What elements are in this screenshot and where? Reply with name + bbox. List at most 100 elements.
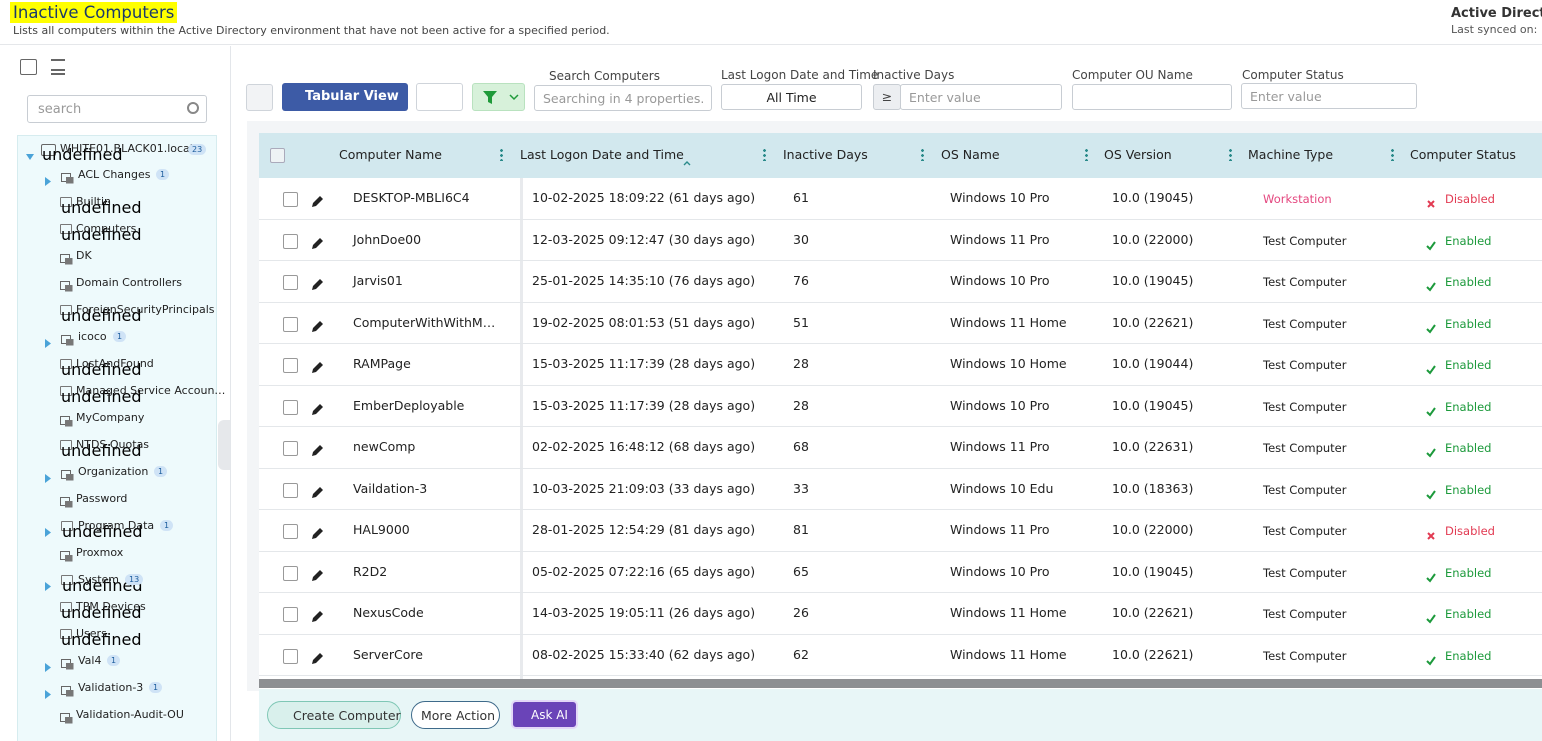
create-button[interactable]: Create Computer bbox=[267, 701, 401, 729]
ou-icon bbox=[60, 547, 73, 562]
row-checkbox[interactable] bbox=[283, 482, 298, 498]
more-action-button[interactable]: More Action bbox=[411, 701, 500, 729]
tree-node[interactable]: MyCompany bbox=[76, 411, 145, 424]
status-select[interactable]: Enter value bbox=[1241, 83, 1417, 109]
expand-arrow bbox=[44, 333, 52, 348]
row-checkbox[interactable] bbox=[283, 399, 298, 415]
column-header[interactable]: OS Name bbox=[941, 147, 1000, 162]
column-header[interactable]: Machine Type bbox=[1248, 147, 1334, 162]
folder-icon: undefined bbox=[60, 305, 142, 325]
logon-select[interactable]: All Time bbox=[721, 84, 862, 110]
tree-node[interactable]: ForeignSecurityPrincipals bbox=[76, 303, 215, 316]
tree-node[interactable]: Validation-Audit-OU bbox=[76, 708, 184, 721]
tree-node[interactable]: Val4 bbox=[78, 654, 102, 667]
tree-node[interactable]: Builtin bbox=[76, 195, 111, 208]
cell: Windows 10 Edu bbox=[950, 480, 1054, 496]
edit-button bbox=[311, 442, 324, 456]
tree-node[interactable]: ACL Changes bbox=[78, 168, 151, 181]
cell: 19-02-2025 08:01:53 (51 days ago) bbox=[532, 314, 756, 330]
tree-node[interactable]: System bbox=[78, 573, 120, 586]
page-header: Inactive Computers Lists all computers w… bbox=[0, 0, 1542, 45]
cell: 05-02-2025 07:22:16 (65 days ago) bbox=[532, 563, 756, 579]
cell: Test Computer bbox=[1263, 316, 1347, 331]
domain-title: Active Director bbox=[1451, 6, 1542, 21]
expand-arrow bbox=[44, 576, 52, 591]
tree-node[interactable]: LostAndFound bbox=[76, 357, 154, 370]
folder-icon: undefined bbox=[60, 440, 142, 460]
copy-icon[interactable] bbox=[20, 59, 37, 75]
tree-node[interactable]: DK bbox=[76, 249, 92, 262]
tree-search[interactable]: search bbox=[27, 95, 207, 123]
column-menu[interactable] bbox=[763, 148, 766, 161]
tree-node[interactable]: Managed Service Accoun… bbox=[76, 384, 226, 397]
cell: 61 bbox=[793, 190, 809, 205]
tree-node[interactable]: TPM Devices bbox=[76, 600, 146, 613]
tree-node[interactable]: Program Data bbox=[78, 519, 155, 532]
row-checkbox[interactable] bbox=[283, 524, 298, 539]
row-checkbox[interactable] bbox=[283, 648, 298, 664]
cell: Windows 11 Pro bbox=[950, 439, 1050, 454]
column-header[interactable]: Computer Status bbox=[1410, 147, 1516, 162]
cell: 25-01-2025 14:35:10 (76 days ago) bbox=[532, 273, 756, 288]
row-checkbox[interactable] bbox=[283, 316, 298, 332]
cell: 10.0 (19045) bbox=[1112, 397, 1194, 413]
row-checkbox[interactable] bbox=[283, 607, 298, 622]
ou-icon bbox=[61, 466, 74, 481]
tree-node[interactable]: Domain Controllers bbox=[76, 276, 183, 289]
folder-icon: undefined bbox=[60, 602, 142, 622]
horizontal-scrollbar[interactable] bbox=[259, 679, 1542, 688]
row-checkbox[interactable] bbox=[283, 233, 298, 249]
status-icon bbox=[1426, 443, 1436, 458]
tree-node[interactable]: Users bbox=[76, 627, 107, 640]
column-header[interactable]: Last Logon Date and Time bbox=[520, 147, 684, 162]
column-menu[interactable] bbox=[1085, 148, 1088, 161]
row-checkbox[interactable] bbox=[283, 441, 298, 456]
ou-input[interactable] bbox=[1072, 84, 1232, 110]
row-checkbox[interactable] bbox=[283, 565, 298, 581]
row-checkbox[interactable] bbox=[283, 192, 298, 207]
filter-button bbox=[472, 83, 525, 111]
inactive-operator[interactable]: ≥ bbox=[873, 84, 901, 110]
ask-ai-button[interactable]: Ask AI bbox=[511, 700, 578, 729]
column-header[interactable]: OS Version bbox=[1104, 147, 1172, 162]
page-title: Inactive Computers bbox=[10, 2, 178, 23]
cell: 10.0 (19045) bbox=[1112, 563, 1194, 579]
view-button[interactable]: Tabular View bbox=[282, 83, 408, 111]
inactive-input[interactable]: Enter value bbox=[900, 84, 1062, 110]
column-menu[interactable] bbox=[500, 148, 503, 161]
tree-node[interactable]: Computers bbox=[76, 222, 137, 235]
status-icon bbox=[1426, 526, 1436, 540]
table-row bbox=[259, 386, 1542, 427]
badge: 13 bbox=[125, 574, 144, 585]
cell: RAMPage bbox=[353, 356, 411, 371]
row-checkbox[interactable] bbox=[283, 358, 298, 373]
table-row bbox=[259, 178, 1542, 220]
column-menu[interactable] bbox=[1229, 148, 1232, 161]
search-input[interactable]: Searching in 4 properties. bbox=[534, 85, 712, 111]
column-header[interactable]: Computer Name bbox=[339, 147, 442, 162]
column-toggle[interactable] bbox=[416, 83, 463, 111]
tree-node[interactable]: NTDS Quotas bbox=[76, 438, 150, 451]
tree-node[interactable]: Proxmox bbox=[76, 546, 124, 559]
tree-node[interactable]: icoco bbox=[78, 330, 107, 343]
column-menu[interactable] bbox=[921, 148, 924, 161]
row-checkbox[interactable] bbox=[283, 275, 298, 290]
header-checkbox[interactable] bbox=[270, 148, 285, 163]
cell: NexusCode bbox=[353, 605, 424, 620]
tree-node[interactable]: Organization bbox=[78, 465, 149, 478]
column-menu[interactable] bbox=[1391, 148, 1394, 161]
table-row bbox=[259, 427, 1542, 469]
cell: 51 bbox=[793, 314, 809, 330]
collapse-handle[interactable] bbox=[218, 420, 230, 470]
badge: 1 bbox=[156, 169, 170, 180]
ou-icon bbox=[61, 169, 74, 184]
tree-icon[interactable] bbox=[51, 59, 65, 75]
cell: ComputerWithWithM… bbox=[353, 314, 496, 330]
tree-root[interactable]: WHITE01.BLACK01.local bbox=[60, 142, 193, 155]
cell: Enabled bbox=[1445, 316, 1492, 331]
column-header[interactable]: Inactive Days bbox=[783, 147, 868, 162]
cell: Disabled bbox=[1445, 192, 1495, 206]
tree-node[interactable]: Password bbox=[76, 492, 128, 505]
tree-node[interactable]: Validation-3 bbox=[78, 681, 144, 694]
refresh-button[interactable] bbox=[246, 84, 273, 111]
